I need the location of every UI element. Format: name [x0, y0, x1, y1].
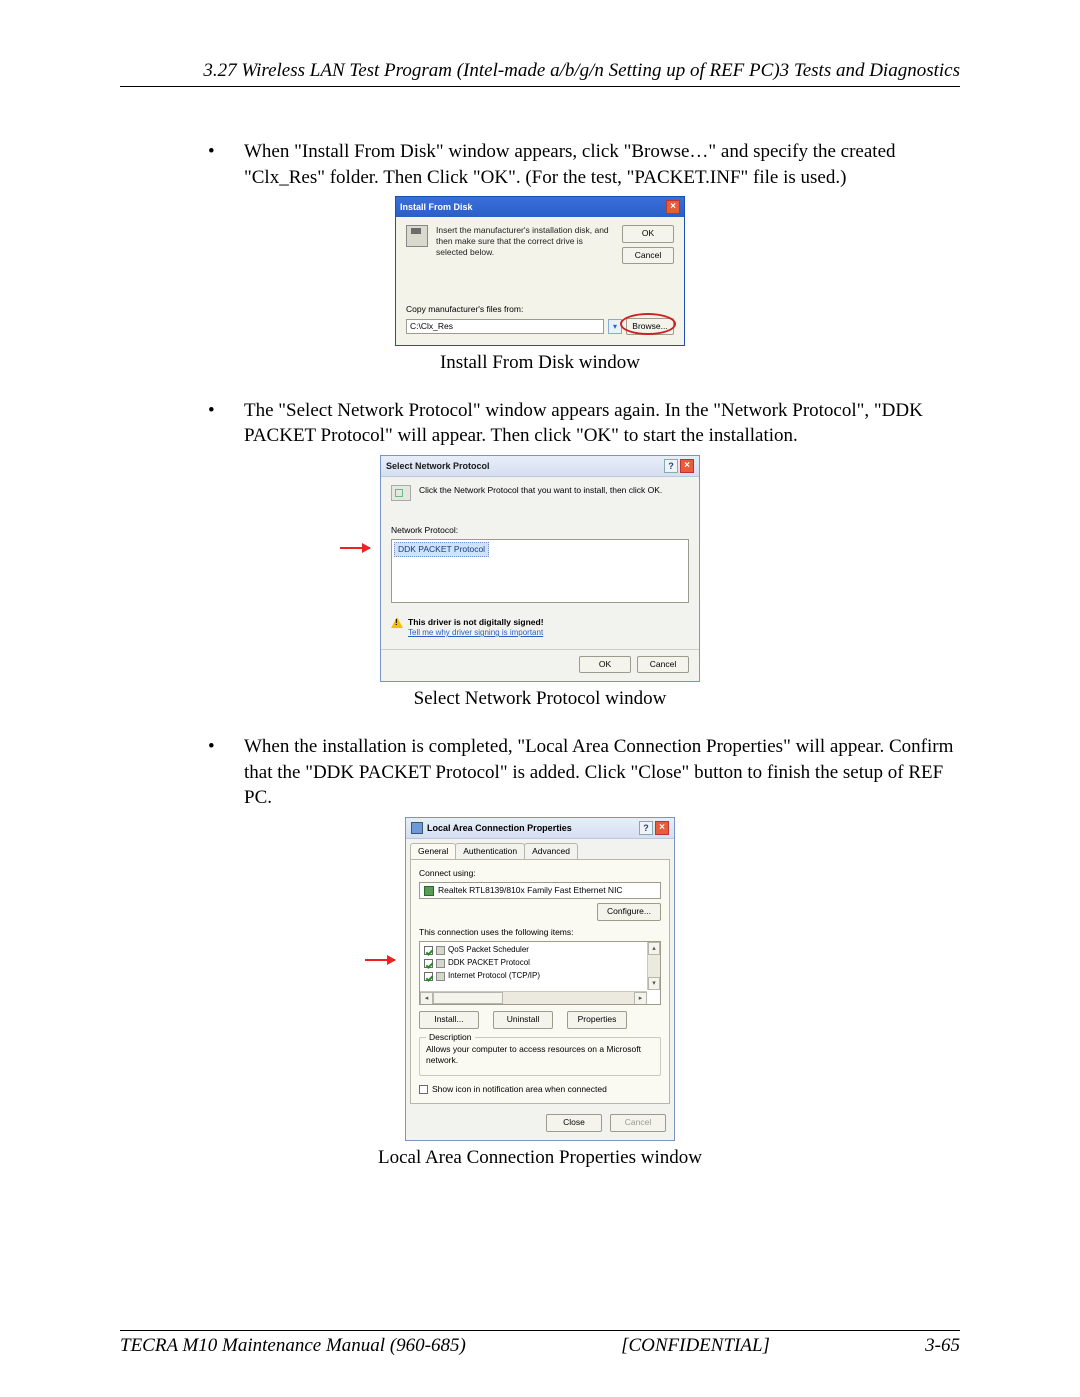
dialog-title: Local Area Connection Properties [427, 823, 572, 833]
configure-button[interactable]: Configure... [597, 903, 661, 920]
list-item: DDK PACKET Protocol [424, 958, 656, 969]
show-icon-label: Show icon in notification area when conn… [432, 1084, 607, 1095]
help-icon[interactable]: ? [639, 821, 653, 835]
scroll-right-icon[interactable]: ▸ [634, 992, 647, 1005]
nic-text: Realtek RTL8139/810x Family Fast Etherne… [438, 885, 623, 896]
cancel-button: Cancel [610, 1114, 666, 1131]
connect-using-label: Connect using: [419, 868, 661, 879]
show-icon-row: Show icon in notification area when conn… [419, 1084, 661, 1095]
footer-left: TECRA M10 Maintenance Manual (960-685) [120, 1335, 466, 1357]
vertical-scrollbar[interactable]: ▴ ▾ [647, 942, 660, 990]
bullet-2-text: The "Select Network Protocol" window app… [244, 398, 960, 449]
properties-button[interactable]: Properties [567, 1011, 627, 1028]
nic-box: Realtek RTL8139/810x Family Fast Etherne… [419, 882, 661, 899]
tab-advanced[interactable]: Advanced [524, 843, 578, 859]
footer-right: 3-65 [925, 1335, 960, 1357]
scroll-thumb[interactable] [433, 992, 503, 1004]
bullet-1: • When "Install From Disk" window appear… [208, 139, 960, 190]
figure-3: Local Area Connection Properties ? × Gen… [120, 817, 960, 1170]
tab-general[interactable]: General [410, 843, 456, 859]
bullet-3-text: When the installation is completed, "Loc… [244, 734, 960, 811]
protocol-icon [436, 959, 445, 968]
figure-1: Install From Disk × Insert the manufactu… [120, 196, 960, 376]
divider [381, 649, 699, 650]
dialog-title: Install From Disk [400, 201, 473, 213]
checkbox-icon[interactable] [424, 959, 433, 968]
browse-button[interactable]: Browse... [626, 318, 674, 335]
page-header: 3.27 Wireless LAN Test Program (Intel-ma… [120, 60, 960, 87]
warning-link[interactable]: Tell me why driver signing is important [408, 628, 689, 639]
close-icon[interactable]: × [680, 459, 694, 473]
protocol-listbox[interactable]: DDK PACKET Protocol [391, 539, 689, 603]
cancel-button[interactable]: Cancel [637, 656, 689, 673]
checkbox-icon[interactable] [424, 946, 433, 955]
tabs: General Authentication Advanced [406, 839, 674, 859]
list-item-selected[interactable]: DDK PACKET Protocol [394, 542, 489, 557]
dialog-titlebar: Install From Disk × [396, 197, 684, 217]
scroll-left-icon[interactable]: ◂ [420, 992, 433, 1005]
list-item: QoS Packet Scheduler [424, 945, 656, 956]
install-button[interactable]: Install... [419, 1011, 479, 1028]
footer-center: [CONFIDENTIAL] [621, 1335, 770, 1357]
lac-properties-dialog: Local Area Connection Properties ? × Gen… [405, 817, 675, 1141]
close-button[interactable]: Close [546, 1114, 602, 1131]
ok-button[interactable]: OK [579, 656, 631, 673]
install-from-disk-dialog: Install From Disk × Insert the manufactu… [395, 196, 685, 346]
bullet-2: • The "Select Network Protocol" window a… [208, 398, 960, 449]
uses-label: This connection uses the following items… [419, 927, 661, 938]
path-input[interactable]: C:\Clx_Res [406, 319, 604, 334]
caption-1: Install From Disk window [120, 350, 960, 376]
figure-2: Select Network Protocol ? × Click the Ne… [120, 455, 960, 712]
arrow-annotation [340, 547, 370, 549]
horizontal-scrollbar[interactable]: ◂ ▸ [420, 991, 647, 1004]
nic-icon [424, 886, 434, 896]
network-protocol-label: Network Protocol: [391, 525, 689, 536]
scroll-up-icon[interactable]: ▴ [648, 942, 660, 955]
arrow-annotation [365, 959, 395, 961]
dialog-titlebar: Local Area Connection Properties ? × [406, 818, 674, 839]
network-icon [391, 485, 411, 501]
bullet-dot: • [208, 734, 244, 811]
uninstall-button[interactable]: Uninstall [493, 1011, 553, 1028]
ok-button[interactable]: OK [622, 225, 674, 242]
items-listbox[interactable]: QoS Packet Scheduler DDK PACKET Protocol… [419, 941, 661, 1005]
protocol-icon [436, 972, 445, 981]
warning-icon [391, 617, 403, 628]
scroll-down-icon[interactable]: ▾ [648, 977, 660, 990]
list-item: Internet Protocol (TCP/IP) [424, 971, 656, 982]
protocol-icon [436, 946, 445, 955]
dropdown-icon[interactable]: ▾ [608, 319, 622, 334]
connection-icon [411, 822, 423, 834]
description-legend: Description [426, 1032, 475, 1043]
bullet-dot: • [208, 398, 244, 449]
dialog-title: Select Network Protocol [386, 460, 490, 472]
bullet-dot: • [208, 139, 244, 190]
checkbox-icon[interactable] [419, 1085, 428, 1094]
cancel-button[interactable]: Cancel [622, 247, 674, 264]
bullet-1-text: When "Install From Disk" window appears,… [244, 139, 960, 190]
close-icon[interactable]: × [666, 200, 680, 214]
description-group: Description Allows your computer to acce… [419, 1037, 661, 1076]
caption-2: Select Network Protocol window [120, 686, 960, 712]
copy-label: Copy manufacturer's files from: [406, 304, 674, 315]
select-network-protocol-dialog: Select Network Protocol ? × Click the Ne… [380, 455, 700, 682]
floppy-icon [406, 225, 428, 247]
page-content: • When "Install From Disk" window appear… [120, 139, 960, 1170]
header-title: 3.27 Wireless LAN Test Program (Intel-ma… [203, 60, 960, 81]
checkbox-icon[interactable] [424, 972, 433, 981]
close-icon[interactable]: × [655, 821, 669, 835]
description-text: Allows your computer to access resources… [426, 1044, 654, 1067]
tab-panel: Connect using: Realtek RTL8139/810x Fami… [410, 859, 670, 1104]
dialog-message: Insert the manufacturer's installation d… [436, 225, 614, 257]
dialog-titlebar: Select Network Protocol ? × [381, 456, 699, 477]
bullet-3: • When the installation is completed, "L… [208, 734, 960, 811]
dialog-message: Click the Network Protocol that you want… [419, 485, 662, 496]
caption-3: Local Area Connection Properties window [120, 1145, 960, 1171]
help-icon[interactable]: ? [664, 459, 678, 473]
page-footer: TECRA M10 Maintenance Manual (960-685) [… [120, 1330, 960, 1357]
warning-text: This driver is not digitally signed! [408, 617, 544, 628]
tab-authentication[interactable]: Authentication [455, 843, 525, 859]
